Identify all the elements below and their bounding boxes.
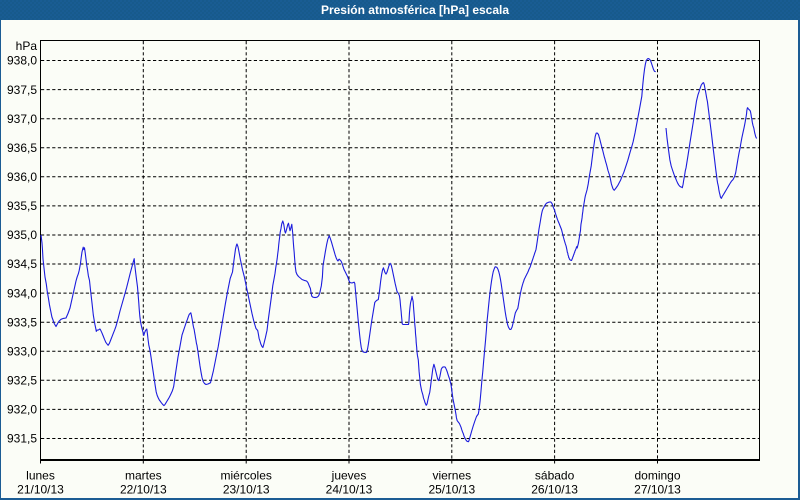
svg-text:937,0: 937,0 xyxy=(7,112,37,126)
svg-text:934,0: 934,0 xyxy=(7,286,37,300)
svg-text:martes: martes xyxy=(125,469,162,483)
svg-text:hPa: hPa xyxy=(16,39,38,53)
svg-text:936,0: 936,0 xyxy=(7,170,37,184)
svg-text:27/10/13: 27/10/13 xyxy=(634,483,681,497)
svg-text:21/10/13: 21/10/13 xyxy=(17,483,64,497)
svg-text:lunes: lunes xyxy=(26,469,55,483)
svg-text:24/10/13: 24/10/13 xyxy=(326,483,373,497)
svg-text:932,0: 932,0 xyxy=(7,403,37,417)
svg-text:26/10/13: 26/10/13 xyxy=(531,483,578,497)
svg-text:933,5: 933,5 xyxy=(7,315,37,329)
svg-text:935,5: 935,5 xyxy=(7,199,37,213)
svg-text:sábado: sábado xyxy=(535,469,575,483)
svg-text:934,5: 934,5 xyxy=(7,257,37,271)
svg-text:jueves: jueves xyxy=(331,469,367,483)
svg-text:936,5: 936,5 xyxy=(7,141,37,155)
svg-text:25/10/13: 25/10/13 xyxy=(428,483,475,497)
svg-text:932,5: 932,5 xyxy=(7,374,37,388)
svg-text:domingo: domingo xyxy=(634,469,680,483)
svg-text:miércoles: miércoles xyxy=(221,469,272,483)
svg-text:938,0: 938,0 xyxy=(7,54,37,68)
svg-text:23/10/13: 23/10/13 xyxy=(223,483,270,497)
svg-text:931,5: 931,5 xyxy=(7,432,37,446)
svg-text:22/10/13: 22/10/13 xyxy=(120,483,167,497)
svg-text:933,0: 933,0 xyxy=(7,345,37,359)
svg-text:937,5: 937,5 xyxy=(7,83,37,97)
svg-text:935,0: 935,0 xyxy=(7,228,37,242)
svg-text:viernes: viernes xyxy=(432,469,471,483)
